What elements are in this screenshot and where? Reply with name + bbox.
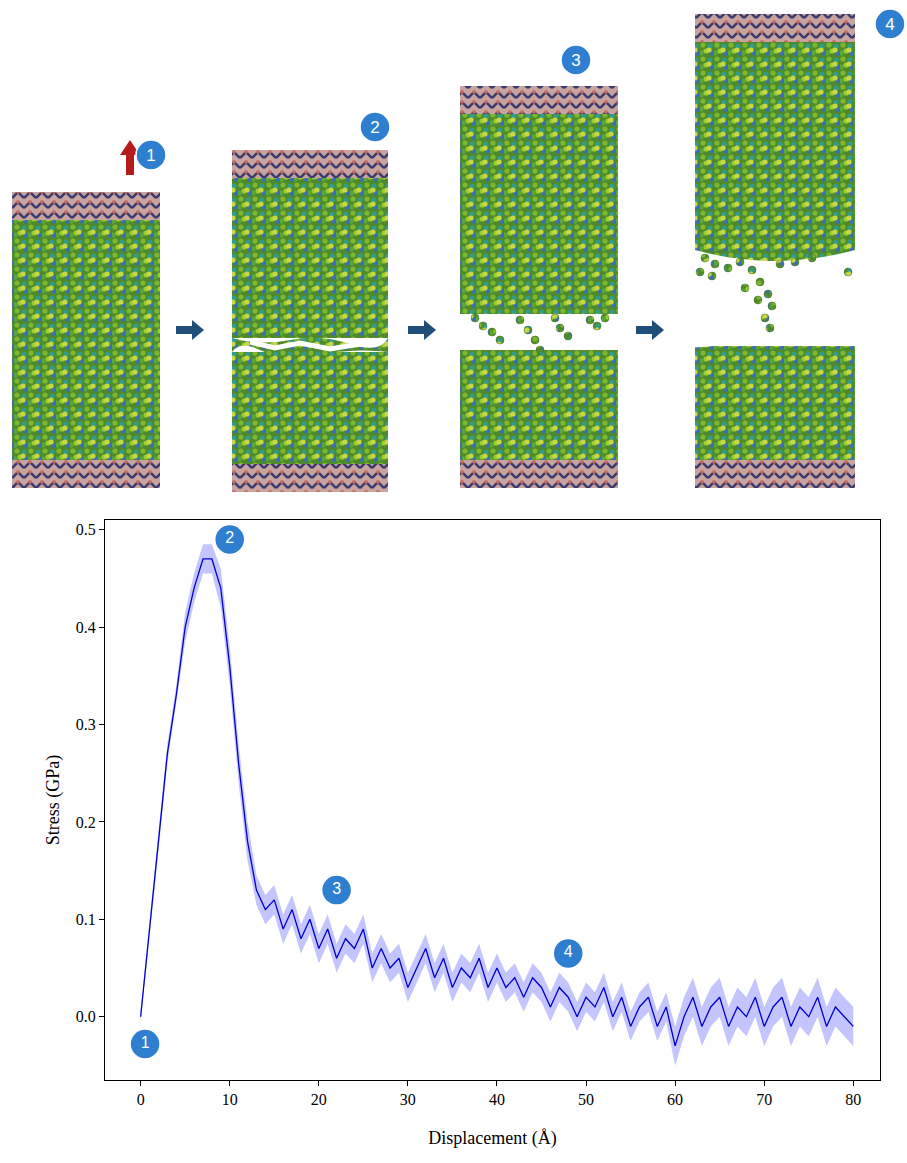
svg-text:0.0: 0.0 bbox=[76, 1008, 96, 1025]
svg-text:0.3: 0.3 bbox=[76, 716, 96, 733]
svg-text:70: 70 bbox=[756, 1091, 772, 1108]
svg-text:0.4: 0.4 bbox=[76, 619, 96, 636]
svg-text:80: 80 bbox=[845, 1091, 861, 1108]
svg-text:1: 1 bbox=[146, 146, 155, 165]
svg-text:4: 4 bbox=[564, 943, 573, 960]
svg-text:Stress (GPa): Stress (GPa) bbox=[43, 755, 64, 846]
svg-text:3: 3 bbox=[332, 880, 341, 897]
svg-text:2: 2 bbox=[370, 118, 379, 137]
svg-text:10: 10 bbox=[222, 1091, 238, 1108]
svg-text:4: 4 bbox=[885, 15, 894, 34]
svg-text:1: 1 bbox=[141, 1034, 150, 1051]
svg-text:20: 20 bbox=[311, 1091, 327, 1108]
svg-text:50: 50 bbox=[578, 1091, 594, 1108]
svg-text:2: 2 bbox=[225, 529, 234, 546]
svg-text:Displacement (Å): Displacement (Å) bbox=[428, 1128, 556, 1149]
svg-text:0.1: 0.1 bbox=[76, 911, 96, 928]
svg-text:30: 30 bbox=[400, 1091, 416, 1108]
svg-text:3: 3 bbox=[571, 51, 580, 70]
svg-text:40: 40 bbox=[489, 1091, 505, 1108]
svg-text:60: 60 bbox=[667, 1091, 683, 1108]
svg-text:0.2: 0.2 bbox=[76, 814, 96, 831]
svg-text:0.5: 0.5 bbox=[76, 521, 96, 538]
svg-text:0: 0 bbox=[137, 1091, 145, 1108]
